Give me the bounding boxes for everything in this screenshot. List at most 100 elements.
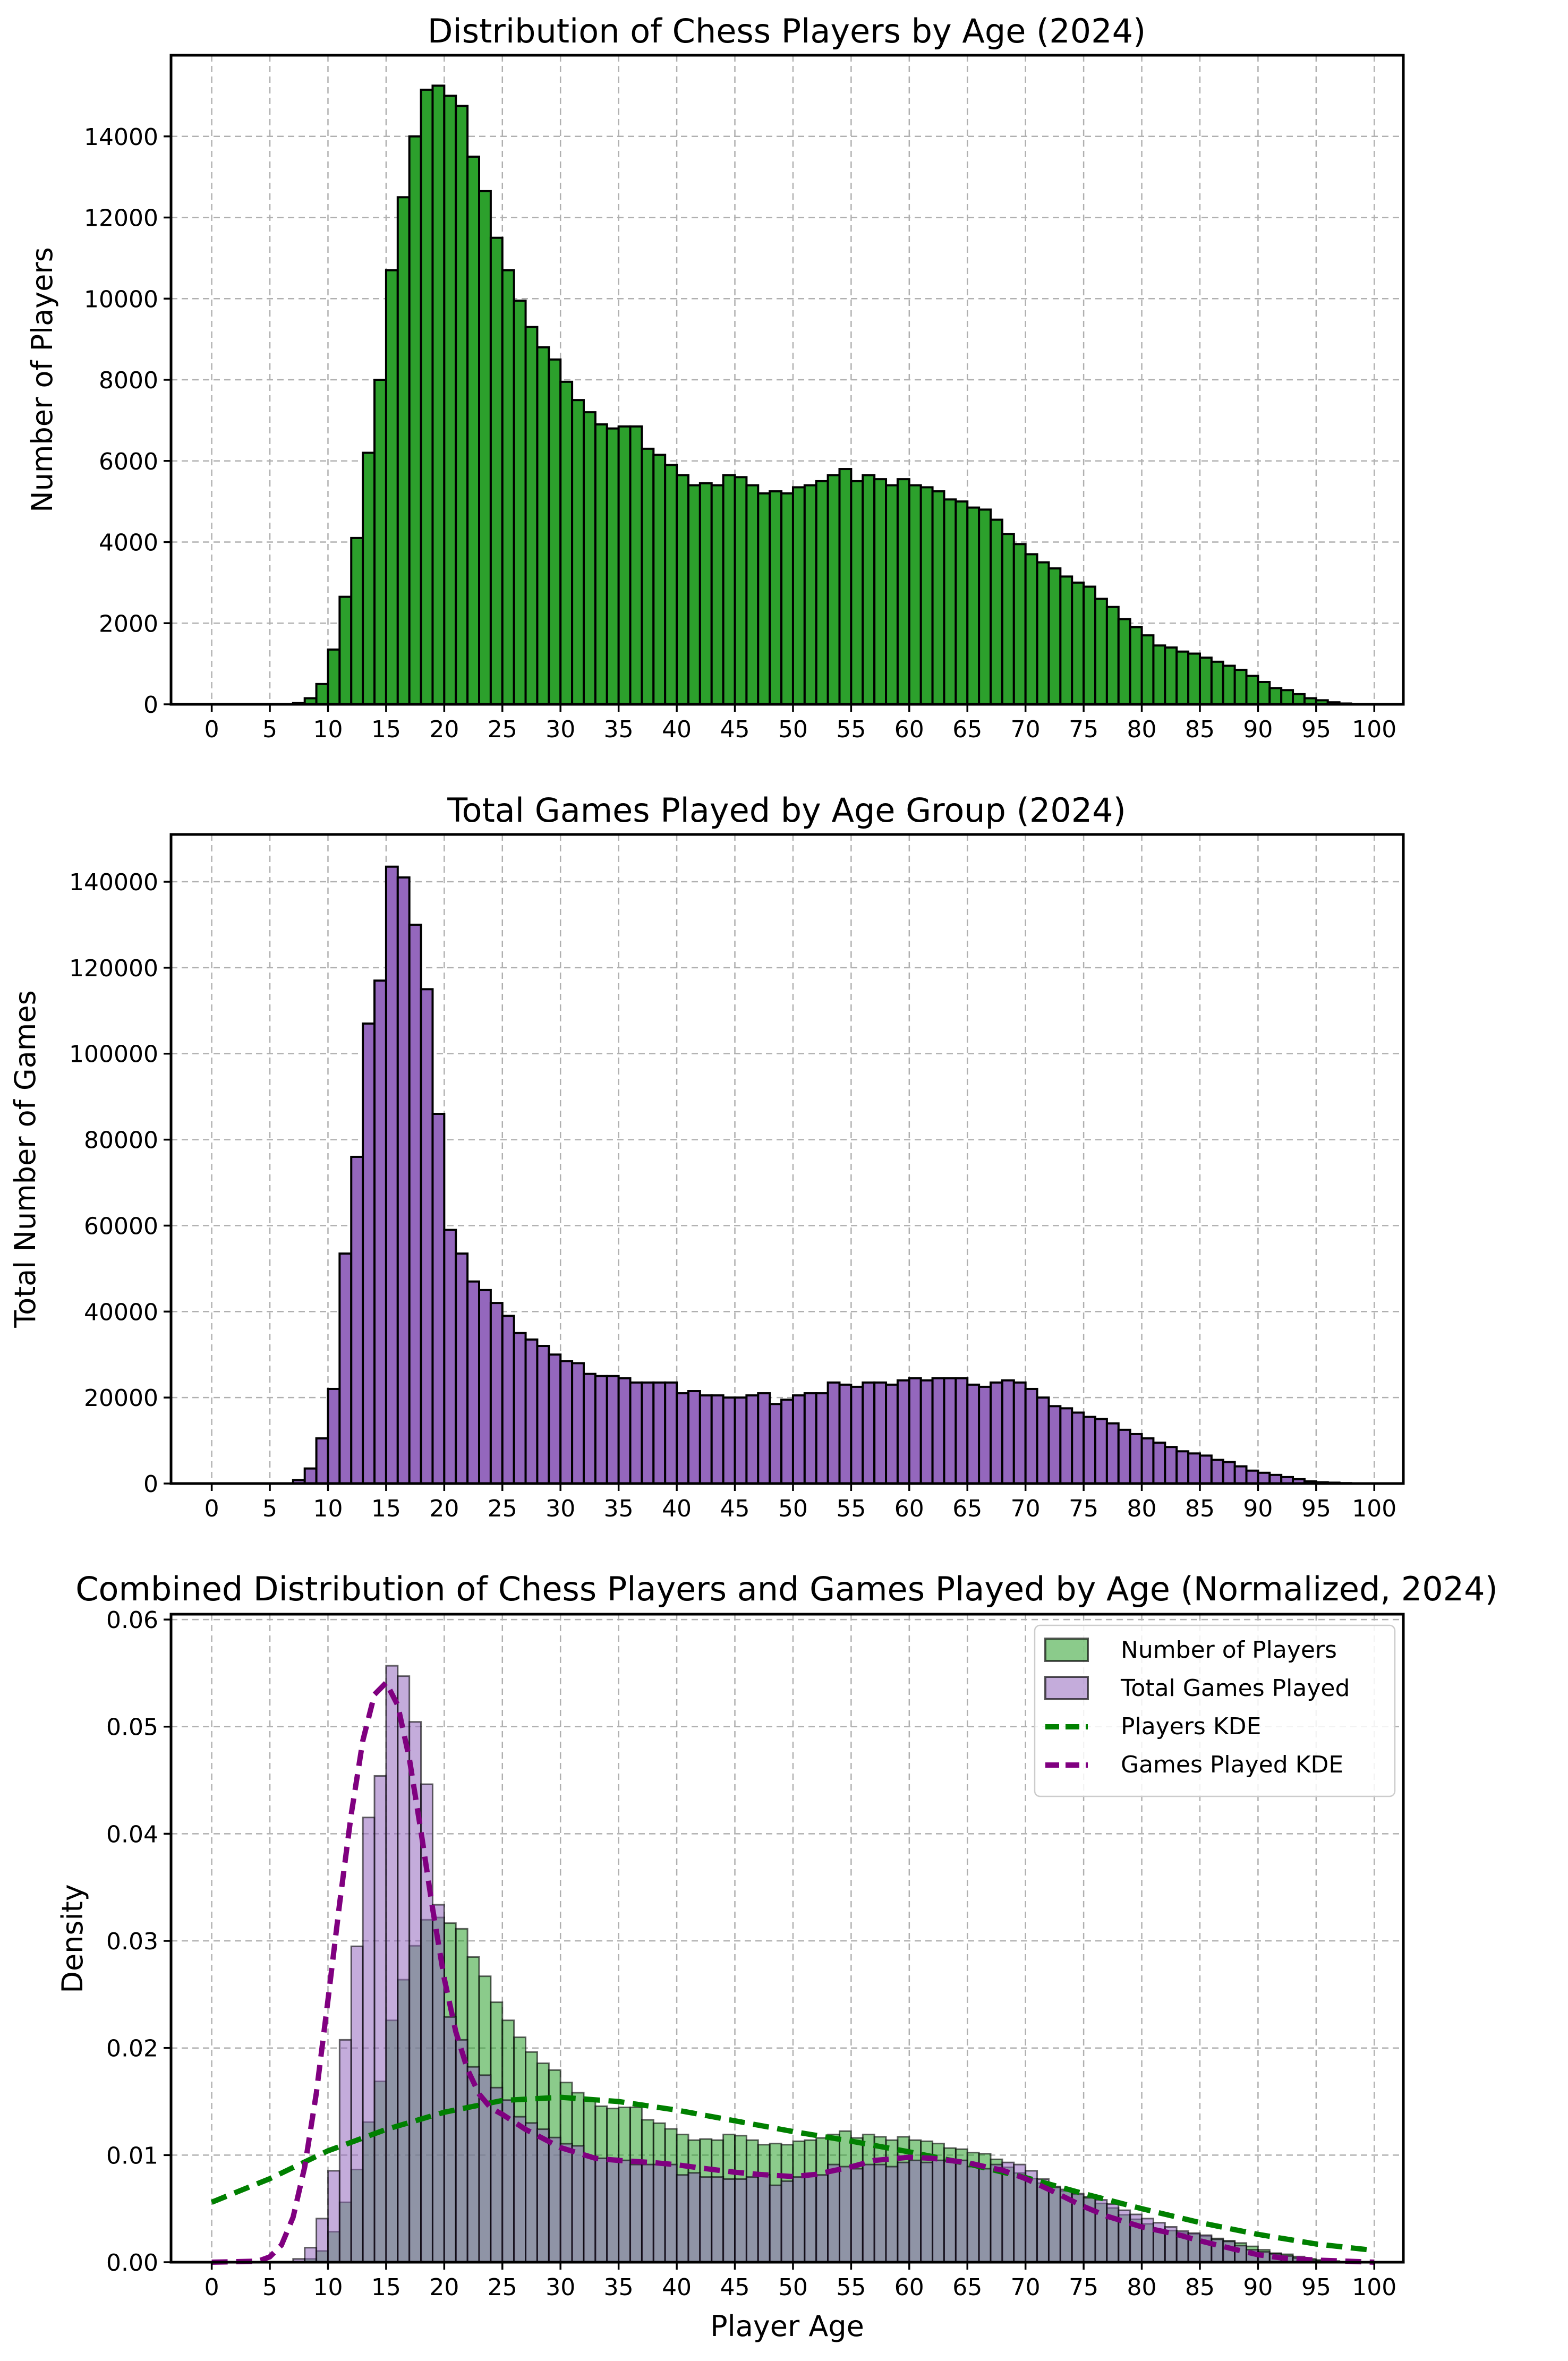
games-x-tick-label: 65 — [952, 1495, 982, 1522]
games-x-tick-label: 20 — [429, 1495, 459, 1522]
players-bar — [420, 88, 434, 706]
players-chart-title: Distribution of Chess Players by Age (20… — [428, 12, 1146, 50]
combined-games-density-bar — [1036, 2178, 1050, 2263]
players-bar — [617, 425, 632, 705]
players-bar — [1164, 646, 1178, 705]
games-y-tick-label: 140000 — [69, 869, 158, 896]
games-bar — [315, 1437, 329, 1485]
combined-games-density-bar — [676, 2174, 689, 2263]
combined-x-tick-label: 0 — [204, 2274, 219, 2301]
combined-games-density-bar — [687, 2172, 701, 2263]
combined-games-density-bar — [641, 2163, 654, 2263]
players-bar — [1233, 669, 1248, 706]
combined-games-density-bar — [920, 2161, 934, 2263]
games-bar — [838, 1383, 853, 1485]
players-bar — [443, 95, 457, 705]
legend-swatch-players — [1044, 1638, 1089, 1662]
games-bar — [722, 1396, 736, 1485]
players-y-tick-label: 0 — [143, 692, 158, 719]
combined-chart-y-ticks: 0.00 0.01 0.02 0.03 0.04 0.05 0.06 — [106, 1607, 171, 2277]
games-x-tick-label: 10 — [313, 1495, 343, 1522]
combined-y-tick-label: 0.01 — [106, 2142, 158, 2169]
combined-y-tick-label: 0.04 — [106, 1821, 158, 1848]
players-bar — [687, 484, 701, 705]
games-bar — [687, 1390, 701, 1485]
players-y-tick-label: 8000 — [99, 367, 158, 394]
combined-games-density-bar — [373, 1775, 387, 2263]
players-bar — [1117, 618, 1131, 706]
combined-games-density-bar — [408, 1721, 422, 2263]
players-bar — [536, 346, 550, 705]
players-x-tick-label: 40 — [662, 716, 692, 743]
combined-games-density-bar — [466, 2066, 480, 2263]
combined-games-density-bar — [978, 2168, 992, 2263]
players-chart-x-ticks: 0 5 10 15 20 25 30 35 40 45 50 55 60 65 70 75 80 85 90 95 10… — [204, 704, 1396, 743]
games-played-kde-line — [211, 1680, 1375, 2265]
games-x-tick-label: 90 — [1243, 1495, 1273, 1522]
players-bar — [943, 498, 957, 706]
players-bar — [606, 427, 620, 705]
combined-y-tick-label: 0.05 — [106, 1714, 158, 1741]
players-bar — [489, 236, 504, 705]
games-bar — [443, 1229, 457, 1485]
players-bar — [327, 648, 341, 706]
combined-games-density-bar — [1047, 2186, 1061, 2263]
combined-games-density-bar — [501, 2099, 515, 2263]
players-bar — [850, 480, 864, 705]
games-y-tick-label: 20000 — [84, 1385, 158, 1412]
players-bar — [931, 490, 945, 705]
players-bar — [594, 423, 608, 705]
players-chart-y-ticks: 0 2000 4000 6000 8000 10000 12000 14000 — [84, 124, 171, 719]
players-bar — [315, 683, 329, 705]
combined-games-density-bar — [618, 2159, 632, 2263]
combined-x-tick-label: 100 — [1352, 2274, 1396, 2301]
games-x-tick-label: 5 — [262, 1495, 277, 1522]
games-bar — [885, 1383, 899, 1485]
games-bar — [548, 1353, 562, 1485]
combined-games-density-bar — [827, 2163, 840, 2263]
players-bar — [513, 300, 527, 705]
players-y-tick-label: 4000 — [99, 530, 158, 557]
games-bar — [1047, 1405, 1062, 1485]
players-y-tick-label: 2000 — [99, 610, 158, 637]
players-bar — [815, 480, 829, 705]
combined-chart-kde-lines — [210, 1680, 1375, 2265]
legend-label-players-kde: Players KDE — [1121, 1713, 1261, 1740]
games-bar — [734, 1396, 748, 1485]
combined-games-density-bar — [559, 2143, 573, 2263]
combined-games-density-bar — [594, 2157, 608, 2263]
players-bar — [1071, 581, 1085, 705]
combined-games-density-bar — [745, 2176, 759, 2263]
combined-x-tick-label: 40 — [662, 2274, 692, 2301]
combined-games-density-bar — [362, 1817, 376, 2263]
games-bar — [466, 1280, 481, 1485]
players-bar — [559, 380, 574, 705]
games-bar — [431, 1113, 446, 1485]
games-bar — [978, 1385, 992, 1485]
combined-games-density-bar — [815, 2174, 829, 2263]
combined-games-density-bar — [966, 2166, 980, 2263]
players-bar — [408, 135, 422, 705]
combined-games-density-bar — [885, 2166, 899, 2263]
games-chart-y-ticks: 0 20000 40000 60000 80000 100000 120000 140000 — [69, 869, 171, 1498]
games-bar — [1210, 1459, 1224, 1485]
players-bar — [757, 492, 771, 705]
combined-games-density-bar — [652, 2163, 666, 2263]
players-x-tick-label: 55 — [836, 716, 866, 743]
players-x-tick-label: 95 — [1301, 716, 1331, 743]
players-bar — [745, 484, 760, 705]
games-bar — [559, 1360, 574, 1485]
combined-x-tick-label: 55 — [836, 2274, 866, 2301]
games-bar — [896, 1379, 910, 1485]
games-bar — [396, 876, 411, 1485]
players-bar — [396, 196, 411, 705]
games-bar — [1164, 1446, 1178, 1485]
games-bar — [1105, 1422, 1120, 1485]
games-bar — [629, 1381, 643, 1485]
players-x-tick-label: 25 — [488, 716, 517, 743]
games-bar — [1245, 1469, 1259, 1485]
players-bar — [676, 474, 689, 705]
combined-games-density-bar — [1001, 2161, 1015, 2263]
combined-games-density-bar — [862, 2163, 875, 2263]
